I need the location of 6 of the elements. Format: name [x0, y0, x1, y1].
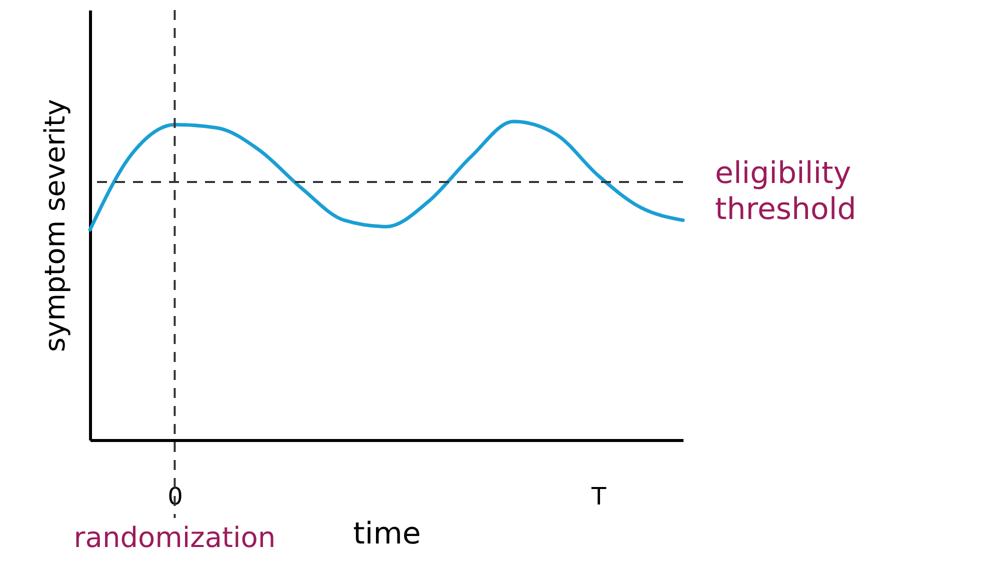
x-tick-label: 0 [168, 482, 183, 510]
x-tick-label: T [590, 482, 606, 510]
y-axis-title: symptom severity [38, 99, 72, 352]
x-axis-title: time [353, 516, 421, 552]
ref-line-label: eligibility threshold [715, 156, 856, 227]
ref-line-label: randomization [74, 521, 276, 554]
